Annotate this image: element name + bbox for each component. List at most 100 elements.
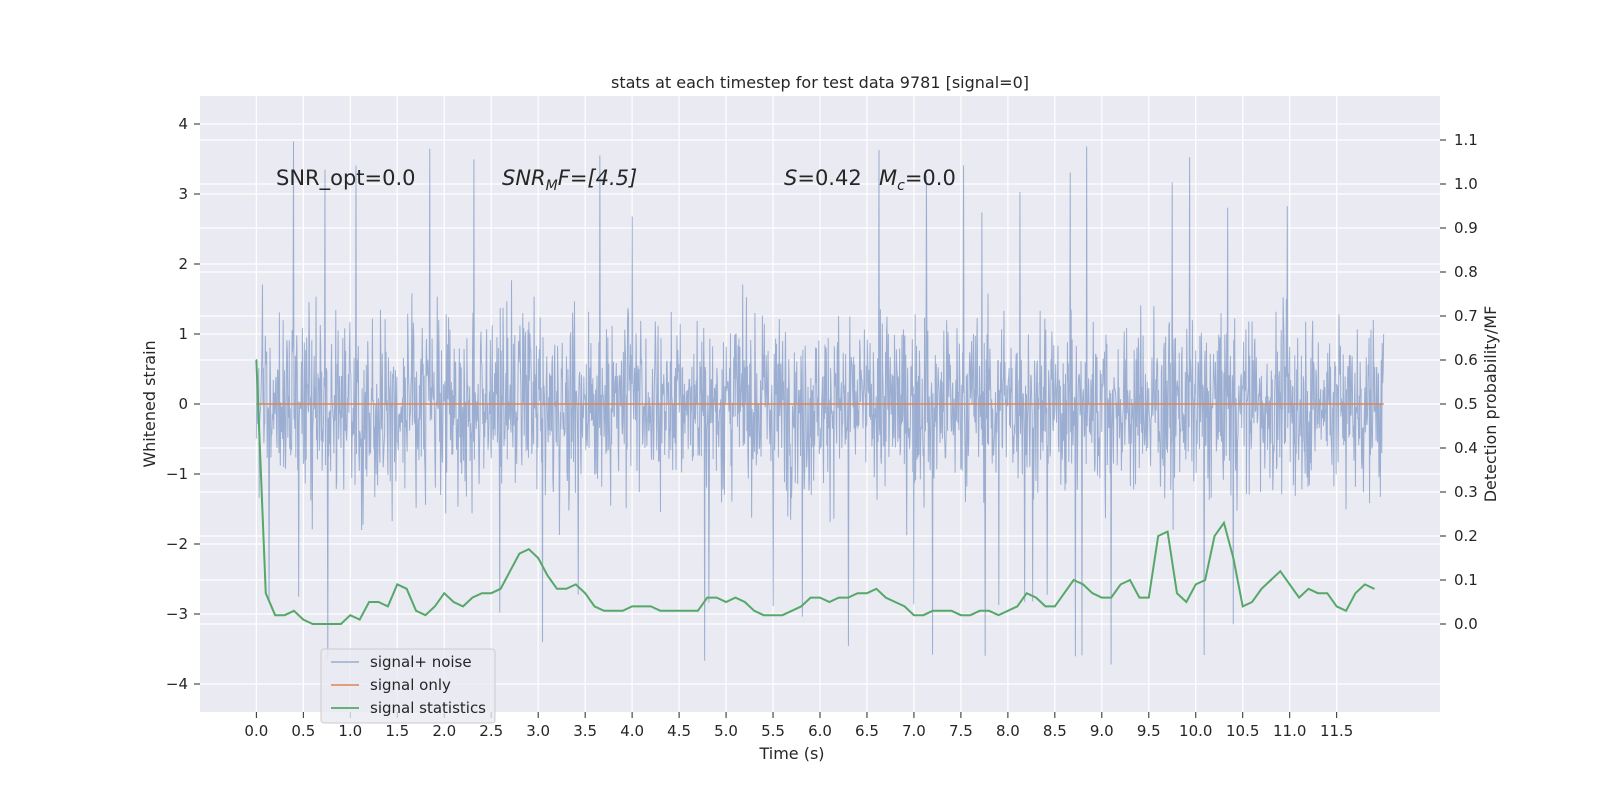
y-tick-label: −2 — [166, 535, 188, 553]
x-tick-label: 3.0 — [526, 722, 550, 740]
x-tick-label: 0.5 — [291, 722, 315, 740]
point-signal-statistics — [415, 610, 417, 612]
line-signal-noise — [255, 141, 1385, 665]
y-tick-label: 3 — [178, 185, 188, 203]
annotation-snr-opt: SNR_opt=0.0 — [276, 166, 416, 191]
annotation-mc-label: M — [879, 166, 897, 190]
point-signal-statistics — [791, 610, 793, 612]
point-signal-statistics — [359, 619, 361, 621]
point-signal-statistics — [575, 583, 577, 586]
y-tick-label: −1 — [166, 465, 188, 483]
x-tick-label: 5.5 — [761, 722, 785, 740]
x-tick-label: 6.0 — [808, 722, 832, 740]
x-tick-label: 10.5 — [1226, 722, 1259, 740]
legend-label-signal-noise: signal+ noise — [370, 653, 472, 671]
point-signal-statistics — [396, 583, 398, 586]
point-signal-statistics — [368, 601, 370, 603]
point-signal-statistics — [283, 614, 286, 616]
y-tick-label: 4 — [178, 115, 188, 133]
point-signal-statistics — [349, 614, 351, 616]
x-tick-label: 11.5 — [1320, 722, 1353, 740]
point-signal-statistics — [1345, 610, 1347, 612]
point-signal-statistics — [669, 610, 671, 612]
point-signal-statistics — [462, 605, 464, 608]
point-signal-statistics — [481, 592, 483, 594]
x-tick-label: 3.5 — [573, 722, 597, 740]
point-signal-statistics — [312, 623, 314, 625]
point-signal-statistics — [697, 610, 699, 612]
point-signal-statistics — [950, 610, 953, 612]
point-signal-statistics — [1336, 605, 1338, 608]
y-tick-label: 2 — [178, 255, 188, 273]
point-signal-statistics — [265, 592, 267, 594]
series-lines — [255, 359, 1384, 625]
point-signal-statistics — [725, 601, 727, 603]
annotation-snr-mf-value: F=[4.5] — [558, 166, 637, 190]
x-tick-label: 1.5 — [385, 722, 409, 740]
point-signal-statistics — [772, 614, 774, 616]
point-signal-statistics — [687, 610, 690, 612]
annotation-mc-subscript: c — [897, 178, 905, 194]
series-signal-noise — [255, 141, 1385, 665]
point-signal-statistics — [659, 610, 661, 612]
point-signal-statistics — [1213, 535, 1216, 537]
y-tick-label: 0 — [178, 395, 188, 413]
x-tick-label: 5.0 — [714, 722, 738, 740]
point-signal-statistics — [847, 597, 849, 599]
x-tick-label: 0.0 — [244, 722, 268, 740]
point-signal-statistics — [1307, 588, 1310, 590]
point-signal-statistics — [922, 614, 924, 616]
point-signal-statistics — [866, 592, 868, 594]
annotation-s: S=0.42 — [784, 166, 862, 190]
point-signal-statistics — [518, 553, 520, 555]
point-signal-statistics — [1007, 610, 1009, 612]
y-right-tick-label: 0.2 — [1454, 527, 1478, 545]
y-axis-label: Whitened strain — [140, 340, 159, 467]
point-signal-statistics — [1251, 601, 1253, 603]
annotation-mc: Mc=0.0 — [879, 166, 956, 194]
y-right-tick-label: 0.6 — [1454, 351, 1478, 369]
y-right-tick-label: 1.0 — [1454, 175, 1478, 193]
point-signal-statistics — [1298, 597, 1300, 599]
y-right-tick-label: 0.8 — [1454, 263, 1478, 281]
point-signal-statistics — [1354, 592, 1357, 594]
legend-label-signal-statistics: signal statistics — [370, 699, 486, 717]
point-signal-statistics — [1026, 592, 1028, 594]
point-signal-statistics — [1044, 605, 1047, 608]
y-right-tick-label: 0.5 — [1454, 395, 1478, 413]
point-signal-statistics — [471, 597, 474, 599]
point-signal-statistics — [330, 623, 333, 625]
point-signal-statistics — [1364, 583, 1366, 586]
x-tick-label: 1.0 — [338, 722, 362, 740]
point-signal-statistics — [763, 614, 765, 616]
point-signal-statistics — [565, 588, 567, 590]
annotation-snr-mf-label: SNR — [502, 166, 546, 190]
x-tick-label: 9.0 — [1090, 722, 1114, 740]
point-signal-statistics — [434, 605, 436, 608]
point-signal-statistics — [828, 601, 830, 603]
point-signal-statistics — [1260, 588, 1263, 590]
point-signal-statistics — [979, 610, 981, 612]
point-signal-statistics — [753, 610, 755, 612]
point-signal-statistics — [856, 592, 859, 594]
point-signal-statistics — [453, 601, 455, 603]
x-tick-label: 8.5 — [1043, 722, 1067, 740]
line-signal-statistics — [255, 359, 1375, 625]
annotation-snr-mf: SNRMF=[4.5] — [502, 166, 637, 194]
point-signal-statistics — [631, 605, 633, 608]
legend-label-signal-only: signal only — [370, 676, 451, 694]
y-tick-label: −4 — [166, 675, 188, 693]
point-signal-statistics — [838, 597, 840, 599]
point-signal-statistics — [941, 610, 943, 612]
point-signal-statistics — [293, 610, 295, 612]
point-signal-statistics — [537, 557, 539, 559]
point-signal-statistics — [1185, 601, 1187, 603]
y-tick-label: 1 — [178, 325, 188, 343]
y-right-tick-label: 0.1 — [1454, 571, 1478, 589]
point-signal-statistics — [302, 619, 304, 621]
point-signal-statistics — [1138, 597, 1140, 599]
x-tick-label: 4.5 — [667, 722, 691, 740]
point-signal-statistics — [528, 548, 530, 550]
point-signal-statistics — [1270, 579, 1272, 581]
